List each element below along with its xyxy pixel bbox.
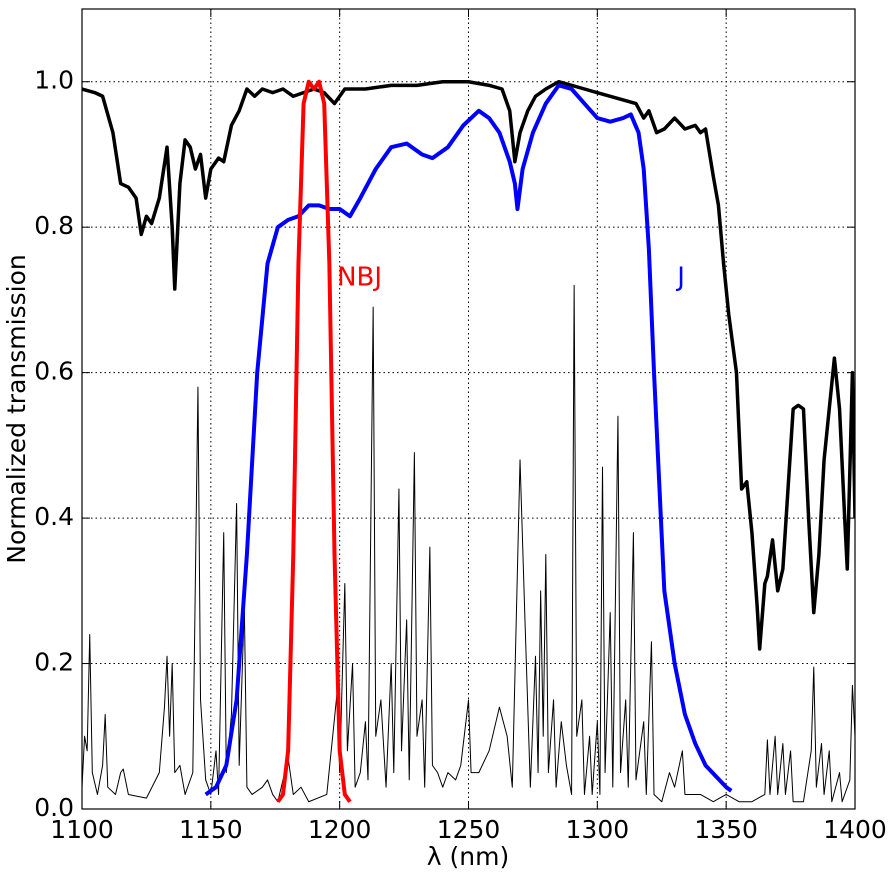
plot-frame — [81, 8, 856, 810]
x-tick-label: 1250 — [437, 815, 501, 844]
x-axis-label: λ (nm) — [427, 842, 509, 871]
x-tick-label: 1200 — [308, 815, 372, 844]
y-tick-label: 0.2 — [34, 648, 74, 677]
x-tick-label: 1350 — [694, 815, 758, 844]
series-line — [82, 284, 855, 803]
y-axis-label: Normalized transmission — [2, 254, 31, 563]
series-label: NBJ — [337, 263, 382, 293]
y-tick-label: 1.0 — [34, 66, 74, 95]
y-tick-label: 0.6 — [34, 357, 74, 386]
series-label: J — [675, 263, 685, 293]
x-tick-label: 1300 — [566, 815, 630, 844]
series-line — [276, 79, 352, 803]
y-tick-label: 0.8 — [34, 211, 74, 240]
x-tick-label: 1400 — [823, 815, 887, 844]
x-tick-label: 1100 — [50, 815, 114, 844]
x-tick-label: 1150 — [179, 815, 243, 844]
y-tick-label: 0.4 — [34, 502, 74, 531]
y-tick-label: 0.0 — [34, 793, 74, 822]
series-line — [204, 83, 733, 797]
series-line — [82, 79, 855, 651]
